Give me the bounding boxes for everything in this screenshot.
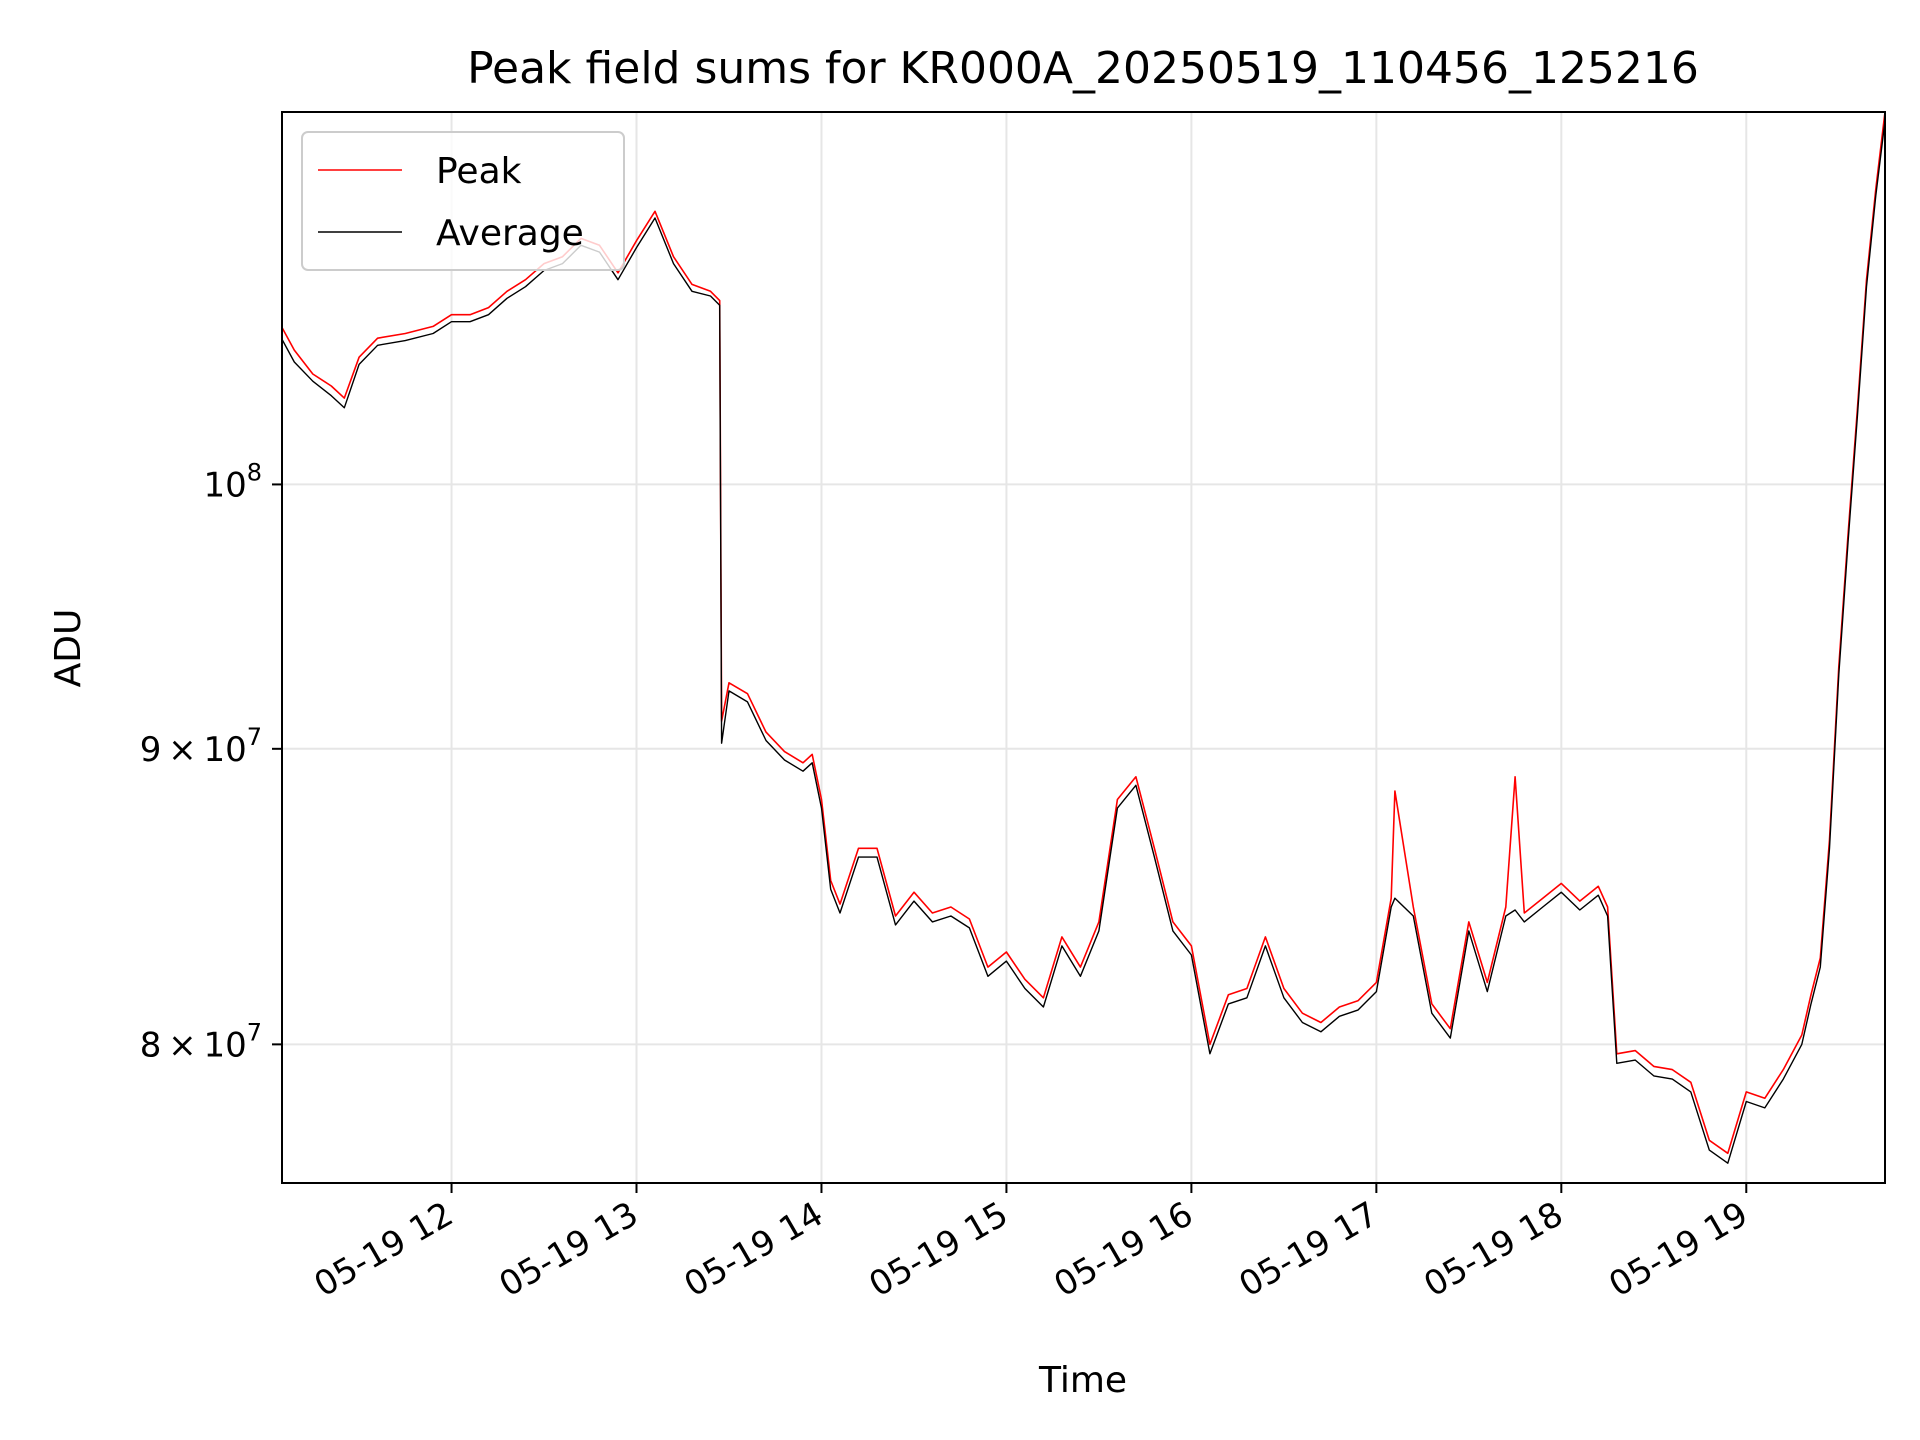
chart-title: Peak field sums for KR000A_20250519_1104… bbox=[467, 43, 1699, 94]
y-tick-label: 108 bbox=[203, 458, 262, 505]
y-tick-label: 8 × 107 bbox=[140, 1018, 262, 1065]
legend-box bbox=[301, 131, 625, 271]
legend-label-average: Average bbox=[436, 213, 584, 254]
x-axis-title: Time bbox=[1038, 1360, 1127, 1401]
y-axis-title: ADU bbox=[48, 609, 89, 688]
plot-frame bbox=[281, 111, 1886, 1184]
grid bbox=[282, 112, 1885, 1183]
legend-label-peak: Peak bbox=[436, 151, 522, 192]
y-tick-label: 9 × 107 bbox=[140, 723, 262, 770]
legend: Peak Average bbox=[301, 131, 625, 271]
y-axis: 8 × 107 9 × 107 108 bbox=[140, 458, 282, 1065]
